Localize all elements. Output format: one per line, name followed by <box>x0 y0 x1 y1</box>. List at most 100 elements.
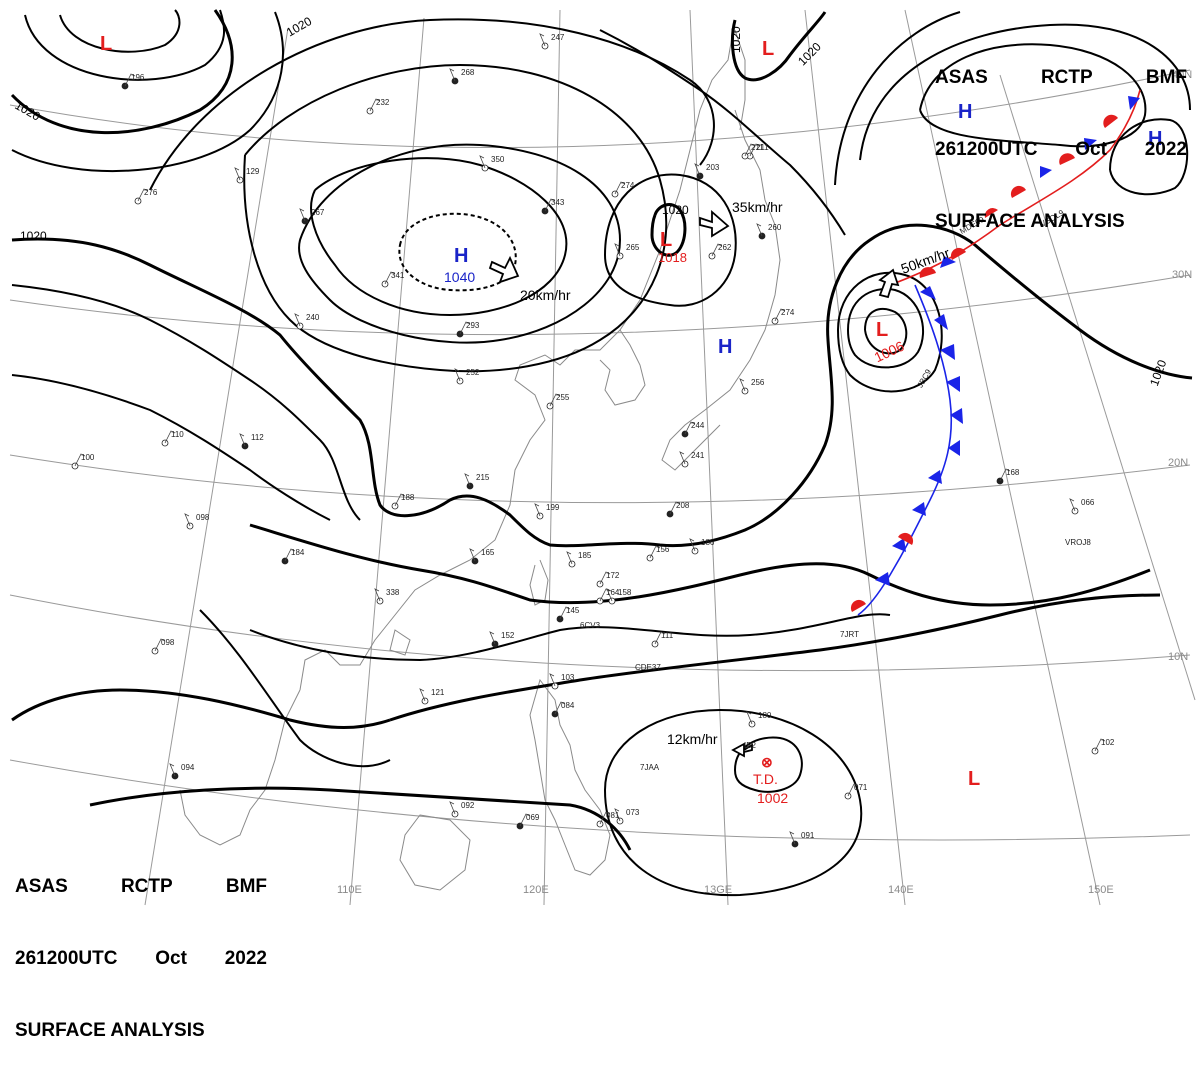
station-plots: 268 232 350 343 247 274 203 211 240 293 252 255 215 1… <box>71 33 1115 848</box>
wind-barb <box>756 223 763 237</box>
wind-barb <box>169 763 176 777</box>
station-pressure: 240 <box>306 313 320 322</box>
cold-front-triangle <box>1128 96 1140 110</box>
header-year: 2022 <box>224 948 267 969</box>
wind-barb <box>599 571 611 585</box>
wind-barb <box>544 198 556 212</box>
station-pressure: 186 <box>701 538 715 547</box>
station-pressure: 343 <box>551 198 565 207</box>
coast-indochina <box>179 689 301 846</box>
header-datetime: 261200UTC <box>15 948 118 969</box>
lon-label: 120E <box>523 884 549 896</box>
station-pressure: 215 <box>476 473 490 482</box>
cold-front-triangle <box>950 408 963 424</box>
wind-barb <box>469 548 476 562</box>
coast-sakhalin <box>734 29 746 131</box>
station-pressure: 102 <box>1101 738 1115 747</box>
isobar-td-outer <box>604 708 863 897</box>
isobar-main-1020 <box>11 223 1193 548</box>
header-station: RCTP <box>120 876 173 897</box>
wind-barb <box>679 451 686 465</box>
wind-barb <box>374 588 381 602</box>
header-station: RCTP <box>1040 67 1093 88</box>
station-pressure: 145 <box>566 606 580 615</box>
low-symbol: L <box>876 319 888 341</box>
cold-front-triangle <box>934 314 948 330</box>
wind-barb <box>614 808 621 822</box>
station-pressure: 341 <box>391 271 405 280</box>
cold-front-triangle <box>1084 138 1097 150</box>
cold-front-triangles <box>875 286 963 586</box>
isobar-northeast-high <box>919 43 1147 148</box>
graticule-labels: 40N 30N 20N 10N 110E 120E 13GE 140E 150E <box>337 69 1192 896</box>
wind-barb <box>669 501 681 515</box>
isobar-south-5 <box>89 786 632 851</box>
header-title: SURFACE ANALYSIS <box>15 1020 205 1041</box>
wind-barb <box>1094 738 1106 752</box>
station-pressure: 211 <box>751 143 764 152</box>
wind-barb <box>459 321 471 335</box>
wind-barb <box>599 588 611 602</box>
station-pressure: 338 <box>386 588 400 597</box>
isobar-northeast-high-2 <box>859 23 1191 161</box>
wind-barb <box>746 711 753 725</box>
isobars <box>10 9 1193 897</box>
isobar-northwest-low-mid <box>24 9 226 81</box>
station-pressure: 188 <box>401 493 415 502</box>
station-pressure: 203 <box>706 163 720 172</box>
header-top-right: ASAS RCTP BMF 261200UTC Oct 2022 SURFACE… <box>935 18 1187 258</box>
low-isobar-value: 1020 <box>662 203 689 217</box>
low-symbol: L <box>100 33 112 55</box>
cold-front-triangle <box>1040 166 1052 178</box>
surface-analysis-map: 40N 30N 20N 10N 110E 120E 13GE 140E 150E <box>9 9 1196 906</box>
header-month: Oct <box>155 948 187 969</box>
header-office: BMF <box>1145 67 1187 88</box>
high-pressure-value: 1040 <box>444 269 475 285</box>
meridian-line <box>999 74 1196 701</box>
tropical-depression-symbol: ⊗ <box>761 754 773 770</box>
wind-barb <box>739 378 746 392</box>
tropical-depression-pressure: 1002 <box>757 790 788 806</box>
warm-front-semicircle <box>1103 114 1118 128</box>
station-pressure: 256 <box>751 378 765 387</box>
wind-barb <box>394 493 406 507</box>
wind-barb <box>184 513 191 527</box>
header-year: 2022 <box>1144 139 1187 160</box>
station-pressure: 165 <box>481 548 495 557</box>
wind-barb <box>749 143 761 157</box>
coast-japan <box>661 109 781 471</box>
header-office: BMF <box>225 876 267 897</box>
motion-arrow-icon <box>488 255 520 284</box>
station-pressure: 350 <box>491 155 505 164</box>
ship-id: CDE37 <box>635 663 661 672</box>
station-pressure: 267 <box>311 208 325 217</box>
wind-barb <box>384 271 396 285</box>
motion-arrow-icon <box>699 210 730 238</box>
wind-barb <box>124 73 136 87</box>
isobar-south-4 <box>389 593 1161 722</box>
lon-label: 13GE <box>704 884 732 896</box>
station-pressure: 244 <box>691 421 705 430</box>
lat-label: 40N <box>1172 69 1192 81</box>
parallel-line <box>9 759 1191 841</box>
station-pressure: 199 <box>546 503 560 512</box>
isobar-north-connector <box>599 29 846 236</box>
warm-front-semicircle <box>850 599 866 612</box>
lat-label: 20N <box>1168 457 1188 469</box>
station-pressure: 196 <box>131 73 145 82</box>
cold-front-triangle <box>892 538 906 552</box>
station-pressure: 129 <box>246 167 260 176</box>
station-pressure: 073 <box>626 808 640 817</box>
isobar-low-1006-mid <box>847 288 925 369</box>
warm-front-semicircle <box>1059 153 1075 165</box>
isobar-low-1018 <box>650 203 687 257</box>
header-bottom-left: ASAS RCTP BMF 261200UTC Oct 2022 SURFACE… <box>15 827 267 1067</box>
wind-barb <box>1069 498 1076 512</box>
station-pressure: 293 <box>466 321 480 330</box>
meridian-line <box>689 9 729 906</box>
wind-barb <box>479 155 486 169</box>
wind-barb <box>419 688 426 702</box>
motion-arrow-icon <box>878 268 900 299</box>
isobar-low-1006-inner <box>864 308 908 355</box>
station-pressure: 211 <box>756 143 769 152</box>
